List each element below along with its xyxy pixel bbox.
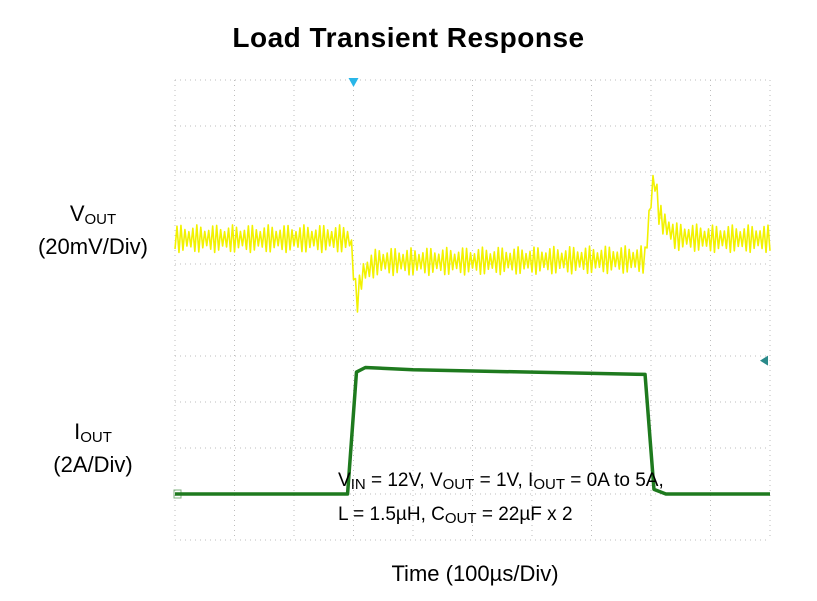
- plot-markers: [173, 78, 768, 499]
- iout-axis-label: IOUT (2A/Div): [8, 418, 178, 478]
- conditions-segment: = 22µF x 2: [476, 504, 573, 525]
- vout-label-name: V: [69, 201, 85, 226]
- chart-title: Load Transient Response: [232, 22, 585, 53]
- conditions-segment: = 0A to 5A,: [564, 470, 664, 491]
- conditions-segment: L = 1.5µH, C: [338, 504, 445, 525]
- test-conditions: VIN = 12V, VOUT = 1V, IOUT = 0A to 5A, L…: [338, 466, 664, 534]
- conditions-segment: = 1V, I: [474, 470, 534, 491]
- conditions-line-2: L = 1.5µH, COUT = 22µF x 2: [338, 500, 664, 534]
- conditions-segment: = 12V, V: [365, 470, 443, 491]
- iout-trace: [175, 365, 770, 496]
- iout-label-scale: (2A/Div): [53, 452, 133, 477]
- conditions-segment: OUT: [442, 476, 475, 493]
- vout-trace: [174, 174, 771, 313]
- conditions-segment: OUT: [533, 476, 565, 493]
- reference-marker-icon: [760, 355, 768, 366]
- conditions-segment: V: [338, 470, 351, 491]
- conditions-segment: IN: [350, 476, 366, 493]
- plot-traces: [174, 174, 771, 496]
- vout-axis-label: VOUT (20mV/Div): [8, 200, 178, 260]
- iout-label-name: I: [74, 419, 81, 444]
- iout-label-sub: OUT: [80, 429, 112, 446]
- vout-label-sub: OUT: [84, 211, 117, 228]
- conditions-segment: OUT: [444, 510, 477, 527]
- conditions-line-1: VIN = 12V, VOUT = 1V, IOUT = 0A to 5A,: [338, 466, 664, 500]
- vout-label-scale: (20mV/Div): [37, 234, 148, 259]
- trigger-marker-icon: [348, 78, 359, 87]
- x-axis-label: Time (100µs/Div): [391, 561, 559, 586]
